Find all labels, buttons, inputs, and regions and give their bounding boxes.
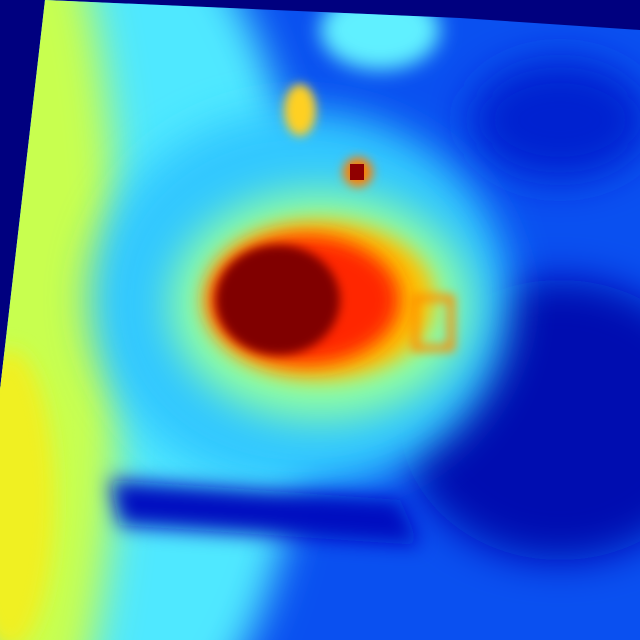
hot-core bbox=[216, 245, 340, 355]
hot-spot bbox=[284, 84, 316, 136]
hot-spot bbox=[350, 164, 364, 180]
cold-band bbox=[110, 480, 420, 545]
warm-region bbox=[0, 350, 55, 640]
warm-region bbox=[0, 0, 120, 640]
hot-outline bbox=[411, 294, 455, 352]
cold-region bbox=[470, 60, 640, 180]
